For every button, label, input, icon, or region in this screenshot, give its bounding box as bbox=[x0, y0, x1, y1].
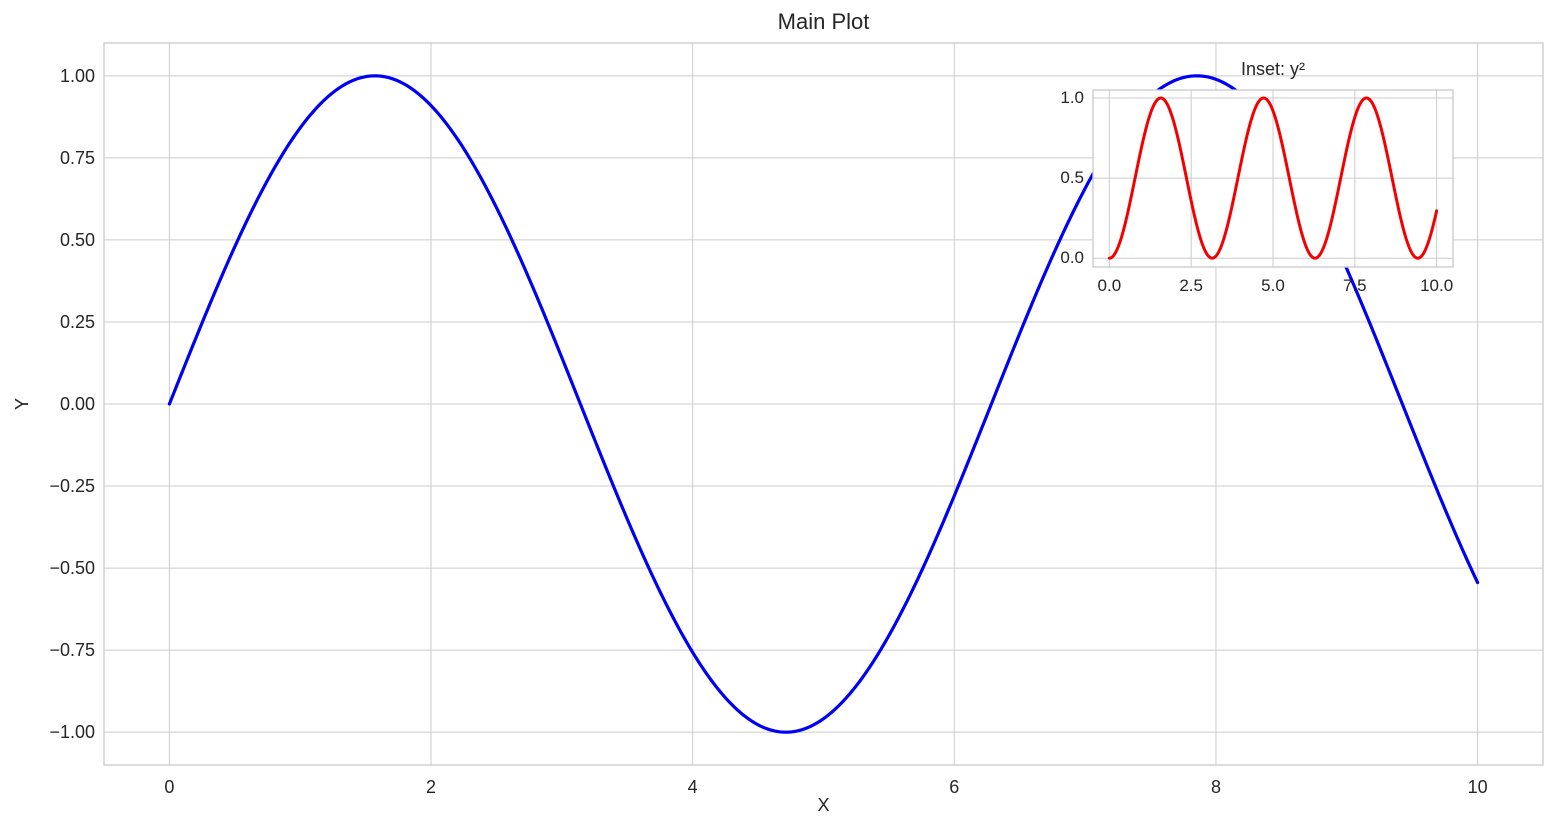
inset-x-tick-label: 7.5 bbox=[1342, 276, 1367, 295]
inset-spines bbox=[1092, 89, 1454, 268]
inset-x-tick-label: 0.0 bbox=[1097, 276, 1122, 295]
main-y-tick-label: 0.25 bbox=[59, 311, 95, 332]
inset-x-tick-label: 5.0 bbox=[1261, 276, 1285, 295]
main-y-tick-label: −0.75 bbox=[49, 640, 95, 661]
inset-curve-sin²(x) bbox=[1107, 96, 1439, 260]
main-x-tick-label: 0 bbox=[164, 777, 175, 797]
main-spines bbox=[103, 42, 1544, 766]
main-y-tick-label: −1.00 bbox=[49, 722, 95, 743]
main-plot-title: Main Plot bbox=[777, 9, 870, 34]
inset-plot-title: Inset: y² bbox=[1240, 59, 1306, 79]
inset-x-tick-label: 10.0 bbox=[1420, 276, 1454, 295]
main-y-tick-label: −0.25 bbox=[49, 476, 95, 497]
main-y-tick-label: 0.50 bbox=[59, 229, 95, 250]
inset-y-tick-label: 1.0 bbox=[1060, 88, 1084, 107]
main-y-tick-label: 0.00 bbox=[59, 394, 95, 414]
main-x-tick-label: 6 bbox=[949, 777, 960, 797]
main-x-tick-label: 10 bbox=[1467, 777, 1488, 797]
main-x-tick-label: 2 bbox=[426, 777, 437, 797]
main-y-tick-label: 1.00 bbox=[59, 65, 95, 86]
main-y-tick-label: 0.75 bbox=[59, 147, 95, 168]
inset-y-tick-label: 0.5 bbox=[1060, 168, 1084, 188]
inset-x-tick-label: 2.5 bbox=[1179, 276, 1203, 295]
main-x-tick-label: 8 bbox=[1210, 777, 1221, 797]
x-axis-label: X bbox=[817, 795, 830, 815]
main-y-tick-label: −0.50 bbox=[49, 558, 95, 579]
inset-y-tick-label: 0.0 bbox=[1060, 248, 1084, 268]
main-x-tick-label: 4 bbox=[687, 777, 698, 797]
